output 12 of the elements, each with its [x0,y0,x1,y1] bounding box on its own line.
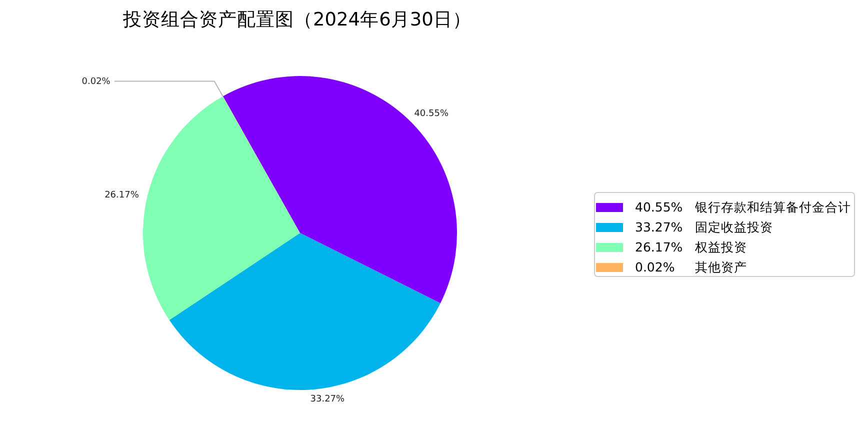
data-label: 26.17% [104,190,140,201]
pie-slice [143,96,300,320]
chart-title: 投资组合资产配置图（2024年6月30日） [122,10,472,30]
legend-label: 26.17% 权益投资 [635,240,748,254]
data-label: 0.02% [82,77,111,88]
legend-label: 33.27% 固定收益投资 [635,220,774,234]
data-label: 33.27% [310,394,346,404]
data-label: 40.55% [414,109,449,120]
legend-label: 40.55% 银行存款和结算备付金合计 [635,200,852,214]
legend-label: 0.02% 其他资产 [635,260,748,274]
pie-slice [169,233,440,390]
pie-slice [222,76,457,304]
